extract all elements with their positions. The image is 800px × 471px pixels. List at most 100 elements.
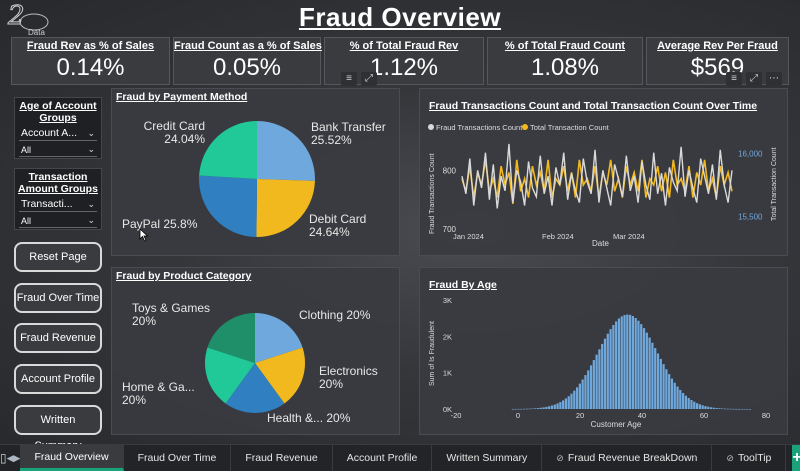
histogram-bar[interactable] xyxy=(567,396,570,409)
histogram-bar[interactable] xyxy=(598,349,601,409)
histogram-bar[interactable] xyxy=(740,408,743,410)
histogram-bar[interactable] xyxy=(684,395,688,409)
histogram-bar[interactable] xyxy=(517,408,520,410)
histogram-bar[interactable] xyxy=(617,318,621,409)
histogram-bar[interactable] xyxy=(687,397,690,409)
histogram-bar[interactable] xyxy=(545,406,548,409)
histogram-bar[interactable] xyxy=(514,408,517,410)
histogram-bar[interactable] xyxy=(520,408,523,410)
fraud-revenue-button[interactable]: Fraud Revenue xyxy=(14,323,102,353)
page-tab-4[interactable]: Written Summary xyxy=(432,445,543,471)
histogram-bar[interactable] xyxy=(528,408,531,410)
histogram-bar[interactable] xyxy=(623,315,626,409)
slicer-transaction-amount[interactable]: Transaction Amount Groups Transacti... ⌄… xyxy=(14,168,102,230)
histogram-bar[interactable] xyxy=(589,365,593,409)
slicer-dropdown[interactable]: Transacti... ⌄ xyxy=(19,197,97,212)
histogram-bar[interactable] xyxy=(656,353,660,409)
histogram-bar[interactable] xyxy=(729,408,732,410)
histogram-bar[interactable] xyxy=(676,386,679,409)
kpi-card-fraud-count-pct[interactable]: Fraud Count as a % of Sales 0.05% xyxy=(173,37,322,85)
histogram-bar[interactable] xyxy=(564,398,568,409)
histogram-bar[interactable] xyxy=(723,408,727,410)
pie-slice-4[interactable] xyxy=(207,313,255,363)
page-tab-2[interactable]: Fraud Revenue xyxy=(231,445,333,471)
histogram-bar[interactable] xyxy=(522,408,526,410)
histogram-bar[interactable] xyxy=(581,379,584,409)
histogram-bar[interactable] xyxy=(648,337,651,409)
transactions-over-time-chart[interactable]: Fraud Transactions Count and Total Trans… xyxy=(419,88,788,256)
page-tab-0[interactable]: Fraud Overview xyxy=(20,445,124,471)
pie-slice-1[interactable] xyxy=(256,179,315,237)
reset-page-button[interactable]: Reset Page xyxy=(14,242,102,272)
mobile-layout-icon[interactable]: ▯ xyxy=(0,451,7,465)
histogram-bar[interactable] xyxy=(626,314,629,409)
pie-slice-3[interactable] xyxy=(199,121,257,179)
histogram-bar[interactable] xyxy=(534,408,537,409)
histogram-bar[interactable] xyxy=(592,360,595,409)
legend-label[interactable]: Total Transaction Count xyxy=(530,123,610,132)
focus-mode-icon[interactable]: ⤢ xyxy=(746,72,762,86)
histogram-bar[interactable] xyxy=(550,405,554,409)
histogram-bar[interactable] xyxy=(584,375,587,409)
histogram-bar[interactable] xyxy=(637,320,640,409)
histogram-bar[interactable] xyxy=(615,321,618,409)
histogram-bar[interactable] xyxy=(595,354,598,409)
fraud-over-time-button[interactable]: Fraud Over Time xyxy=(14,283,102,313)
histogram-bar[interactable] xyxy=(548,406,551,409)
account-profile-button[interactable]: Account Profile xyxy=(14,364,102,394)
histogram-bar[interactable] xyxy=(670,378,674,409)
histogram-bar[interactable] xyxy=(654,348,657,409)
histogram-bar[interactable] xyxy=(698,404,701,409)
filter-icon[interactable]: ≡ xyxy=(341,72,357,86)
series-line-fraud-transactions[interactable] xyxy=(461,143,733,209)
histogram-bar[interactable] xyxy=(620,316,623,409)
chevron-left-icon[interactable]: ◀ xyxy=(6,452,14,463)
histogram-bar[interactable] xyxy=(695,403,699,409)
histogram-bar[interactable] xyxy=(709,407,713,409)
histogram-bar[interactable] xyxy=(525,408,528,410)
histogram-bar[interactable] xyxy=(628,314,632,409)
pie-slice-1[interactable] xyxy=(255,347,305,404)
histogram-bar[interactable] xyxy=(748,408,752,410)
histogram-bar[interactable] xyxy=(640,324,643,409)
histogram-bar[interactable] xyxy=(573,390,576,409)
page-tab-3[interactable]: Account Profile xyxy=(333,445,433,471)
histogram-bar[interactable] xyxy=(578,383,581,409)
histogram-bar[interactable] xyxy=(701,405,704,409)
histogram-bar[interactable] xyxy=(587,370,590,409)
histogram-bar[interactable] xyxy=(531,408,534,410)
kpi-card-total-fraud-count[interactable]: % of Total Fraud Count 1.08% xyxy=(487,37,643,85)
written-summary-button[interactable]: Written Summary xyxy=(14,405,102,452)
histogram-bar[interactable] xyxy=(693,401,696,409)
histogram-bar[interactable] xyxy=(690,400,693,409)
histogram-bar[interactable] xyxy=(606,333,609,409)
histogram-bar[interactable] xyxy=(562,400,565,409)
histogram-bar[interactable] xyxy=(603,338,607,409)
histogram-bar[interactable] xyxy=(679,389,682,409)
histogram-bar[interactable] xyxy=(612,324,615,409)
pie-slice-0[interactable] xyxy=(255,313,303,363)
histogram-bar[interactable] xyxy=(556,403,559,409)
pie-slice-2[interactable] xyxy=(225,363,285,413)
histogram-bar[interactable] xyxy=(609,329,612,409)
histogram-bar[interactable] xyxy=(715,408,718,409)
histogram-bar[interactable] xyxy=(735,408,738,410)
filter-icon[interactable]: ≡ xyxy=(726,72,742,86)
histogram-bar[interactable] xyxy=(642,328,646,409)
page-tab-1[interactable]: Fraud Over Time xyxy=(124,445,232,471)
histogram-bar[interactable] xyxy=(662,364,665,409)
page-tab-5[interactable]: ⊘ Fraud Revenue BreakDown xyxy=(542,445,713,471)
histogram-bar[interactable] xyxy=(634,318,637,409)
add-page-button[interactable]: + xyxy=(792,445,800,471)
kpi-card-avg-rev-per-fraud[interactable]: Average Rev Per Fraud $569 xyxy=(646,37,789,85)
product-category-chart[interactable]: Fraud by Product Category Clothing 20% El… xyxy=(111,267,400,435)
histogram-bar[interactable] xyxy=(668,374,671,409)
histogram-bar[interactable] xyxy=(707,406,710,409)
legend-label[interactable]: Fraud Transactions Count xyxy=(436,123,523,132)
histogram-bar[interactable] xyxy=(570,393,573,409)
more-options-icon[interactable]: ⋯ xyxy=(766,72,782,86)
histogram-bar[interactable] xyxy=(704,406,707,409)
page-tab-6[interactable]: ⊘ ToolTip xyxy=(712,445,787,471)
fraud-by-age-chart[interactable]: Fraud By Age 0K 1K 2K 3K -20 0 20 40 60 80 Sum of … xyxy=(419,267,788,435)
histogram-bar[interactable] xyxy=(737,408,741,410)
